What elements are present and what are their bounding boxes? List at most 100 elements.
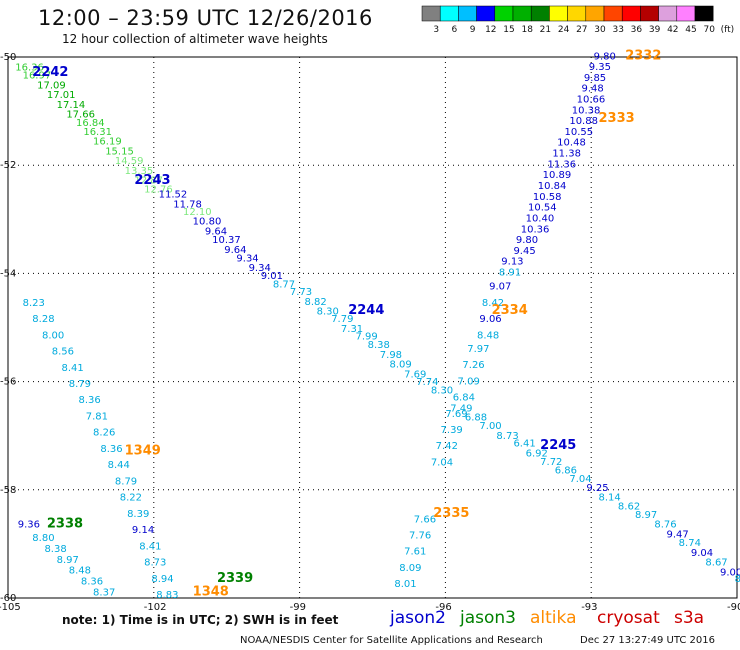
- y-tick-label: -52: [0, 160, 16, 171]
- x-tick-label: -93: [581, 602, 597, 613]
- wave-height-value: 10.84: [538, 181, 567, 192]
- footer-note: note: 1) Time is in UTC; 2) SWH is in fe…: [62, 613, 339, 627]
- wave-height-value: 7.81: [86, 411, 108, 422]
- x-tick-label: -105: [0, 602, 21, 613]
- wave-height-value: 8.26: [93, 428, 115, 439]
- pass-number-label: 2332: [625, 49, 661, 64]
- wave-height-value: 10.66: [577, 94, 606, 105]
- wave-height-value: 7.26: [462, 360, 484, 371]
- wave-height-value: 7.99: [355, 331, 377, 342]
- wave-height-value: 10.88: [569, 116, 598, 127]
- colorbar-label: 39: [649, 25, 661, 35]
- colorbar-label: 18: [521, 25, 533, 35]
- wave-height-value: 10.37: [212, 235, 241, 246]
- wave-height-value: 13.35: [125, 166, 154, 177]
- y-tick-label: -50: [0, 52, 16, 63]
- wave-height-value: 16.31: [83, 127, 112, 138]
- wave-height-value: 7.73: [290, 287, 312, 298]
- pass-number-label: 1348: [193, 584, 229, 599]
- wave-height-value: 8.48: [477, 330, 499, 341]
- wave-height-value: 7.76: [409, 530, 431, 541]
- wave-height-value: 8.28: [32, 314, 54, 325]
- wave-height-value: 17.14: [57, 100, 86, 111]
- wave-height-value: 8.22: [120, 493, 142, 504]
- wave-height-value: 8.09: [390, 360, 412, 371]
- wave-height-value: 8.41: [139, 541, 161, 552]
- wave-height-value: 6.84: [453, 393, 475, 404]
- wave-height-value: 8.62: [618, 501, 640, 512]
- satellite-legend-cryosat: cryosat: [597, 608, 660, 628]
- wave-height-value: 7.00: [479, 421, 501, 432]
- wave-height-value: 8.83: [156, 590, 178, 601]
- colorbar-swatch: [549, 5, 568, 22]
- colorbar-label: 36: [631, 25, 643, 35]
- wave-height-value: 9.35: [589, 62, 611, 73]
- wave-height-value: 8.97: [57, 555, 79, 566]
- wave-height-value: 8.01: [394, 579, 416, 590]
- wave-height-value: 7.66: [414, 514, 436, 525]
- wave-height-value: 8.36: [81, 576, 103, 587]
- colorbar-swatch: [676, 5, 696, 22]
- pass-number-label: 2242: [32, 65, 68, 80]
- page-title: 12:00 – 23:59 UTC 12/26/2016: [38, 6, 373, 30]
- wave-height-value: 7.04: [431, 457, 453, 468]
- colorbar-label: 24: [558, 25, 570, 35]
- wave-height-value: 9.01: [261, 271, 283, 282]
- chart-axes: -105 -102 -99 -96 -93 -90 -50 -52 -54 -56 -58 -60: [0, 52, 740, 613]
- wave-height-value: 8.37: [93, 587, 115, 598]
- colorbar-label: 12: [485, 25, 496, 35]
- chart-points: 16.3616.9717.0917.0117.1417.6616.8416.31…: [15, 52, 740, 601]
- colorbar-swatch: [694, 5, 714, 22]
- wave-height-value: 16.36: [15, 63, 44, 74]
- wave-height-value: 8.88: [735, 574, 740, 585]
- wave-height-value: 11.36: [547, 159, 576, 170]
- y-tick-label: -54: [0, 268, 16, 279]
- wave-height-value: 9.04: [691, 548, 713, 559]
- wave-height-value: 8.97: [635, 510, 657, 521]
- wave-height-value: 12.10: [183, 207, 212, 218]
- wave-height-value: 10.38: [572, 105, 601, 116]
- colorbar-swatch: [621, 5, 641, 22]
- satellite-legend-s3a: s3a: [674, 608, 705, 628]
- wave-height-value: 9.34: [236, 253, 258, 264]
- wave-height-value: 16.19: [93, 137, 122, 148]
- wave-height-value: 16.97: [23, 71, 52, 82]
- wave-height-value: 17.66: [66, 110, 95, 121]
- wave-height-value: 8.56: [52, 347, 74, 358]
- x-tick-label: -96: [435, 602, 451, 613]
- colorbar-label: 42: [667, 25, 678, 35]
- colorbar-label: 33: [612, 25, 623, 35]
- wave-height-value: 7.42: [436, 441, 458, 452]
- wave-height-value: 8.30: [317, 307, 339, 318]
- wave-height-value: 7.61: [404, 547, 426, 558]
- footer-credit: NOAA/NESDIS Center for Satellite Applica…: [240, 635, 543, 646]
- colorbar-label: 15: [503, 25, 514, 35]
- colorbar-swatch: [530, 5, 550, 22]
- pass-number-label: 2338: [47, 517, 83, 532]
- wave-height-value: 9.25: [586, 483, 608, 494]
- wave-height-value: 11.78: [173, 199, 202, 210]
- wave-height-value: 8.82: [304, 297, 326, 308]
- wave-height-value: 7.97: [467, 344, 489, 355]
- wave-height-value: 10.48: [557, 138, 586, 149]
- colorbar-label: 30: [594, 25, 606, 35]
- colorbar: 3 6 9 12 15 18 21 24 27 30 33 36 39 42 45 70 (ft): [421, 5, 734, 35]
- wave-height-value: 9.14: [132, 525, 154, 536]
- pass-number-label: 2244: [348, 303, 384, 318]
- pass-number-label: 1349: [125, 444, 161, 459]
- wave-height-value: 8.09: [399, 563, 421, 574]
- wave-height-value: 8.38: [44, 544, 66, 555]
- wave-height-value: 9.80: [594, 52, 616, 63]
- wave-height-value: 6.88: [465, 413, 487, 424]
- wave-height-value: 9.34: [249, 263, 271, 274]
- y-tick-label: -56: [0, 377, 16, 388]
- wave-height-value: 9.64: [224, 245, 246, 256]
- wave-height-value: 9.48: [581, 84, 603, 95]
- wave-height-value: 8.76: [654, 520, 676, 531]
- wave-height-value: 9.47: [667, 529, 689, 540]
- pass-number-label: 2243: [134, 173, 170, 188]
- wave-height-value: 7.31: [341, 324, 363, 335]
- colorbar-swatch: [603, 5, 623, 22]
- colorbar-swatch: [458, 5, 477, 22]
- wave-height-value: 7.79: [331, 314, 353, 325]
